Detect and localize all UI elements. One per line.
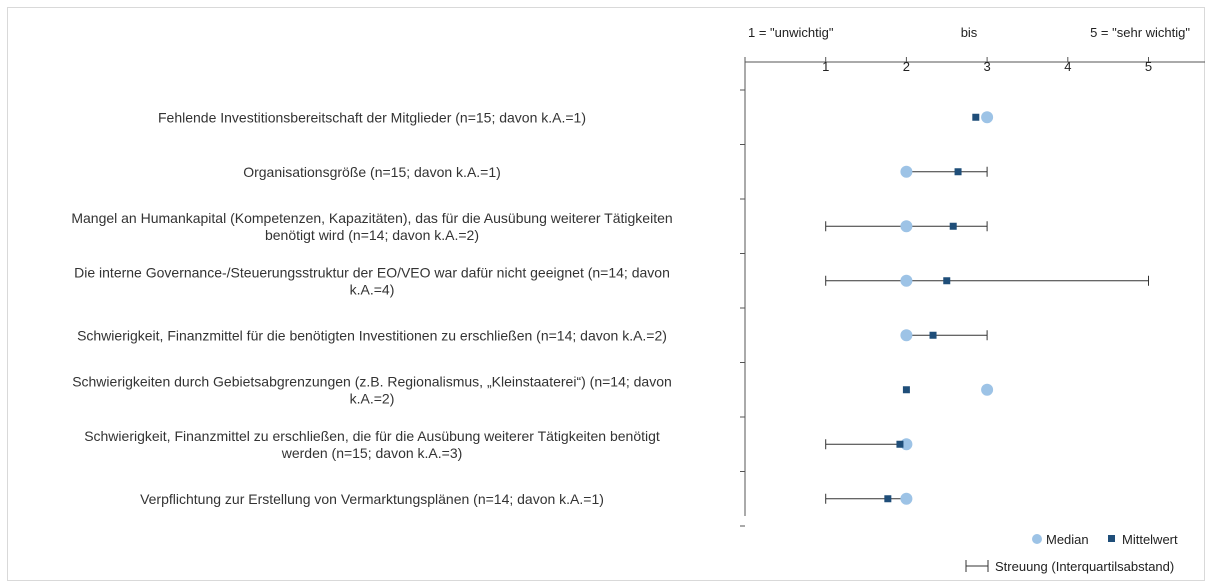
- category-label-line: werden (n=15; davon k.A.=3): [281, 445, 463, 461]
- category-label-line: Schwierigkeiten durch Gebietsabgrenzunge…: [72, 373, 672, 389]
- legend-mean-marker: [1108, 535, 1115, 542]
- category-row: Mangel an Humankapital (Kompetenzen, Kap…: [71, 210, 988, 254]
- category-label-line: Schwierigkeit, Finanzmittel für die benö…: [77, 327, 667, 343]
- category-row: Die interne Governance-/Steuerungsstrukt…: [74, 264, 1150, 309]
- x-tick-label: 3: [983, 59, 990, 74]
- x-tick-label: 4: [1064, 59, 1071, 74]
- median-point: [900, 329, 913, 342]
- category-row: Organisationsgröße (n=15; davon k.A.=1): [243, 164, 988, 200]
- x-axis: [744, 57, 1205, 516]
- legend: Median Mittelwert Streuung (Interquartil…: [965, 532, 1178, 574]
- median-point: [981, 111, 994, 124]
- category-label-line: k.A.=4): [350, 281, 395, 297]
- median-point: [900, 492, 913, 505]
- category-label-line: k.A.=2): [350, 390, 395, 406]
- x-tick-label: 1: [822, 59, 829, 74]
- category-label: Organisationsgröße (n=15; davon k.A.=1): [243, 164, 501, 180]
- category-label-line: Schwierigkeit, Finanzmittel zu erschließ…: [84, 428, 660, 444]
- category-row: Schwierigkeit, Finanzmittel zu erschließ…: [84, 428, 913, 472]
- category-row: Fehlende Investitionsbereitschaft der Mi…: [158, 89, 994, 145]
- mean-point: [896, 440, 904, 448]
- mean-point: [954, 168, 962, 176]
- category-label-line: Verpflichtung zur Erstellung von Vermark…: [140, 491, 604, 507]
- category-rows: Fehlende Investitionsbereitschaft der Mi…: [71, 89, 1150, 527]
- category-label: Fehlende Investitionsbereitschaft der Mi…: [158, 109, 586, 125]
- median-point: [900, 274, 913, 287]
- mean-point: [972, 113, 980, 121]
- category-label: Schwierigkeit, Finanzmittel zu erschließ…: [84, 428, 660, 461]
- x-tick-label: 5: [1145, 59, 1152, 74]
- category-label-line: Die interne Governance-/Steuerungsstrukt…: [74, 264, 670, 280]
- median-point: [900, 220, 913, 233]
- legend-median-label: Median: [1046, 532, 1089, 547]
- category-row: Schwierigkeit, Finanzmittel für die benö…: [77, 327, 988, 363]
- category-label: Die interne Governance-/Steuerungsstrukt…: [74, 264, 670, 297]
- category-row: Schwierigkeiten durch Gebietsabgrenzunge…: [72, 373, 994, 418]
- category-label: Schwierigkeit, Finanzmittel für die benö…: [77, 327, 667, 343]
- mean-point: [902, 386, 910, 394]
- mean-point: [884, 495, 892, 503]
- legend-median-marker: [1032, 534, 1042, 544]
- category-row: Verpflichtung zur Erstellung von Vermark…: [140, 491, 913, 527]
- category-label: Schwierigkeiten durch Gebietsabgrenzunge…: [72, 373, 672, 406]
- median-point: [981, 383, 994, 396]
- category-label-line: benötigt wird (n=14; davon k.A.=2): [265, 227, 479, 243]
- chart-frame: [7, 7, 1205, 581]
- mean-point: [949, 222, 957, 230]
- category-label: Verpflichtung zur Erstellung von Vermark…: [140, 491, 604, 507]
- category-label-line: Fehlende Investitionsbereitschaft der Mi…: [158, 109, 586, 125]
- category-label-line: Mangel an Humankapital (Kompetenzen, Kap…: [71, 210, 672, 226]
- scale-header-left: 1 = "unwichtig": [748, 25, 834, 40]
- legend-mean-label: Mittelwert: [1122, 532, 1178, 547]
- legend-range-label: Streuung (Interquartilsabstand): [995, 559, 1174, 574]
- scale-header-right: 5 = "sehr wichtig": [1090, 25, 1190, 40]
- median-point: [900, 165, 913, 178]
- x-tick-label: 2: [903, 59, 910, 74]
- scale-header-middle: bis: [961, 25, 978, 40]
- mean-point: [929, 331, 937, 339]
- mean-point: [943, 277, 951, 285]
- category-label-line: Organisationsgröße (n=15; davon k.A.=1): [243, 164, 501, 180]
- x-tick-labels: 1 2 3 4 5: [822, 59, 1152, 74]
- category-label: Mangel an Humankapital (Kompetenzen, Kap…: [71, 210, 672, 243]
